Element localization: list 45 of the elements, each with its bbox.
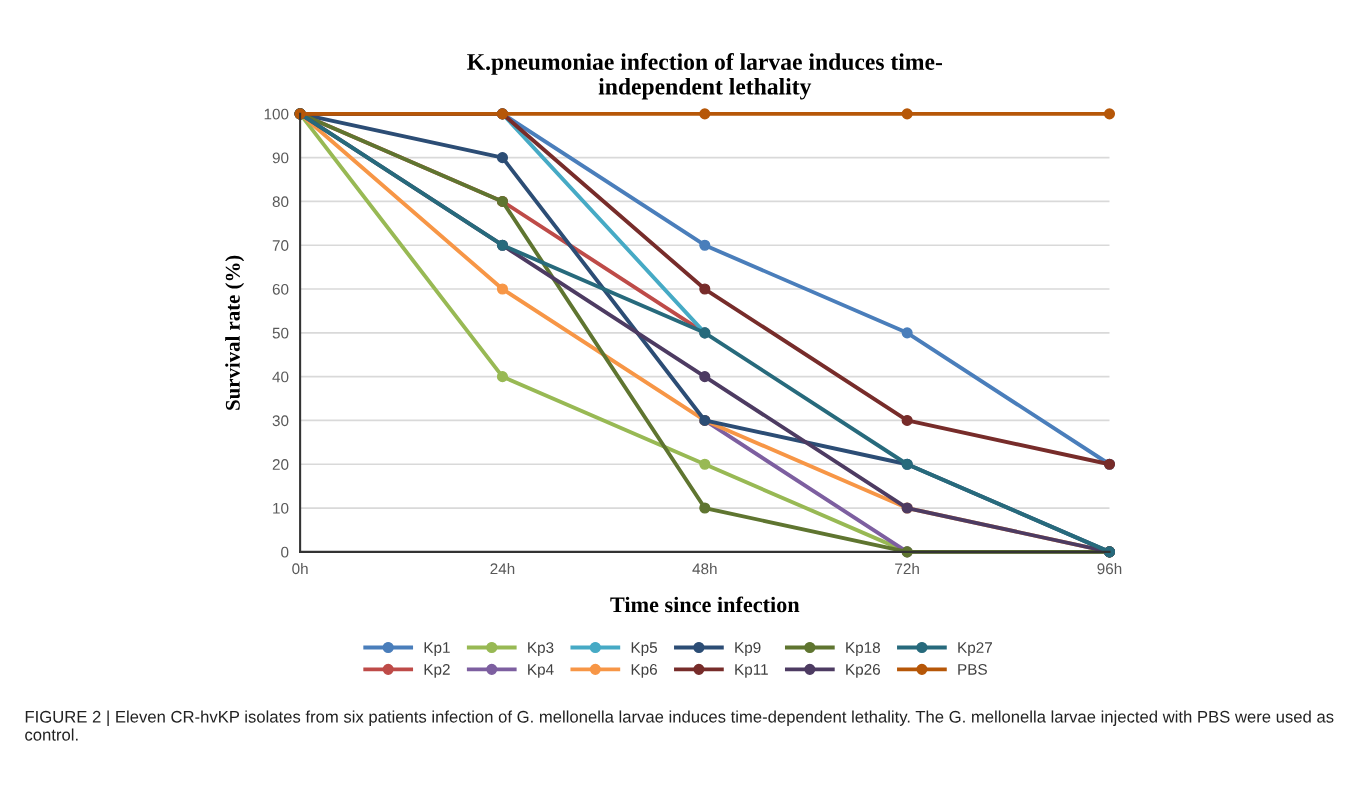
y-axis-title: Survival rate (%) — [225, 255, 245, 410]
point — [699, 371, 711, 383]
y-tick-label: 30 — [272, 415, 289, 427]
point — [496, 152, 509, 164]
point — [699, 502, 711, 514]
y-tick-label: 10 — [273, 502, 289, 514]
point — [901, 414, 913, 427]
point — [699, 108, 711, 120]
x-tick-label: 24h — [490, 562, 515, 575]
point — [1103, 108, 1116, 120]
point — [699, 239, 711, 251]
x-axis-title: Time since infection — [610, 596, 800, 613]
y-tick-label: 90 — [272, 152, 289, 164]
legend-label: Kp4 — [528, 664, 554, 678]
y-tick-label: 50 — [272, 327, 289, 339]
legend-label: Kp6 — [631, 664, 657, 678]
legend-label: Kp9 — [735, 642, 761, 656]
legend-label: Kp26 — [846, 664, 880, 678]
caption: FIGURE 2 | Eleven CR-hvKP isolates from six patients infection of G. mellonella larvae induces time-dependent lethality. The G. mellonella larvae injected with PBS were used as control. — [25, 710, 1334, 741]
legend-label: Kp2 — [424, 664, 450, 678]
chart-title: K.pneumoniae infection of larvae induces time- independent lethality — [467, 53, 942, 100]
point — [901, 327, 913, 339]
y-tick-label: 40 — [272, 371, 289, 383]
legend-label: Kp11 — [735, 664, 768, 678]
y-tick-label: 80 — [272, 196, 289, 208]
y-tick-label: 20 — [272, 459, 289, 470]
y-tick-label: 60 — [272, 283, 289, 295]
legend-label: Kp27 — [958, 642, 992, 656]
point — [496, 283, 509, 295]
x-tick-label: 0h — [292, 562, 308, 575]
legend-label: PBS — [958, 664, 987, 675]
point — [901, 108, 913, 120]
x-tick-label: 48h — [692, 562, 717, 575]
legend-label: Kp18 — [846, 642, 880, 656]
x-tick-label: 96h — [1097, 562, 1122, 575]
point — [496, 371, 509, 383]
y-tick-label: 100 — [264, 108, 289, 120]
point — [699, 458, 711, 470]
legend-label: Kp1 — [424, 642, 450, 656]
y-tick-label: 70 — [272, 240, 289, 251]
y-tick-label: 0 — [281, 546, 289, 558]
x-tick-label: 72h — [895, 562, 919, 575]
point — [699, 283, 711, 295]
legend-label: Kp3 — [528, 642, 554, 656]
legend-label: Kp5 — [631, 642, 658, 656]
